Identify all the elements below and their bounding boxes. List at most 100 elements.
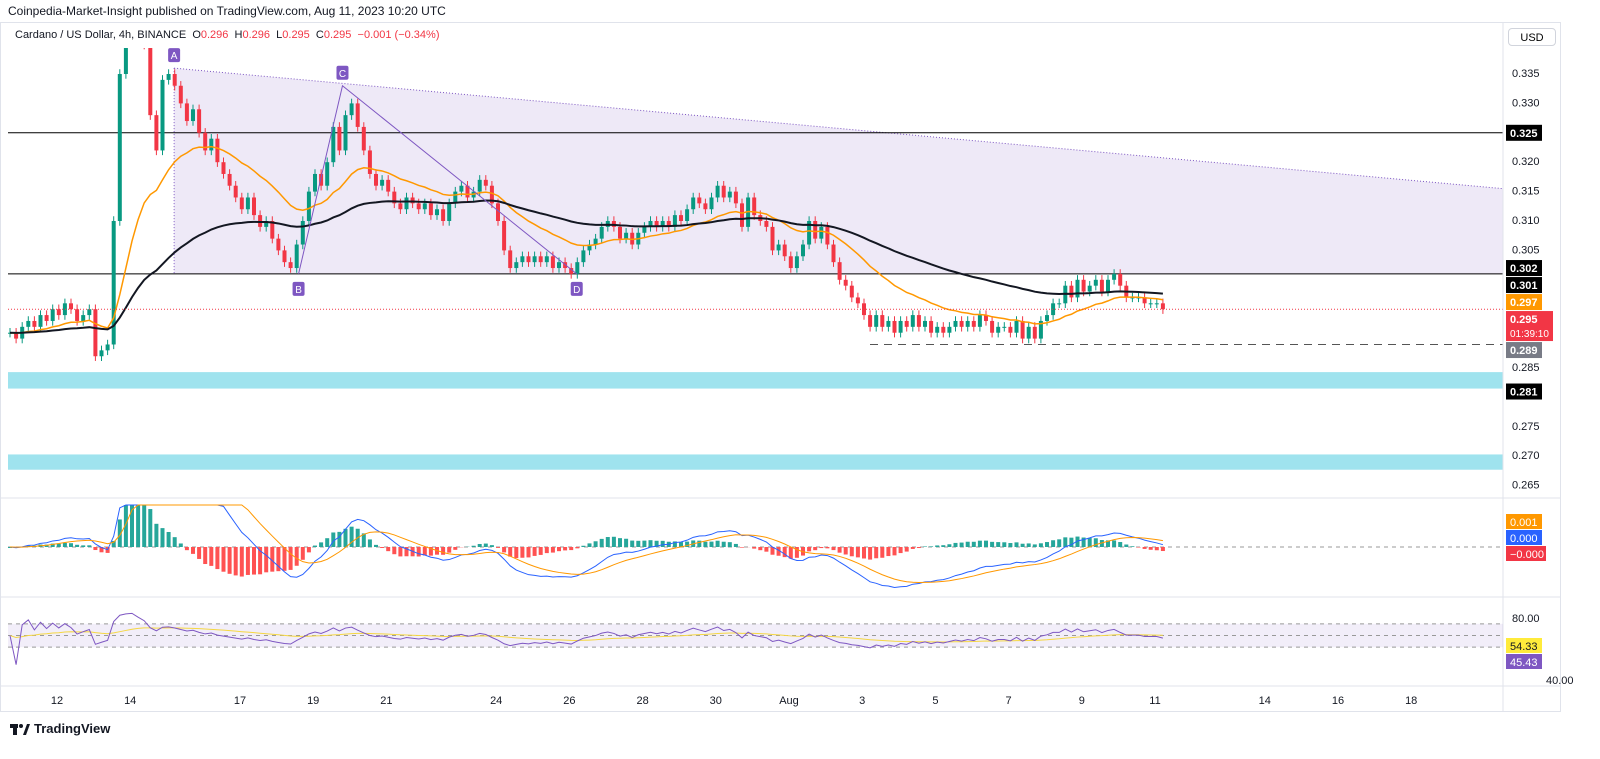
candle-body [1112,273,1117,280]
countdown-text: 01:39:10 [1510,329,1549,340]
macd-histogram-bar [276,547,281,572]
macd-histogram-bar [483,543,488,547]
macd-histogram-bar [117,519,122,547]
candle-body [770,226,775,251]
open-label: O [192,29,201,41]
macd-histogram-bar [929,546,934,547]
macd-histogram-bar [50,543,55,547]
candle-body [245,197,250,210]
candle-body [959,320,964,327]
rsi-ma-line [9,627,1163,643]
macd-histogram-bar [886,547,891,557]
price-label-text: 0.301 [1510,280,1538,292]
candle-body [532,256,537,263]
candle-body [697,197,702,204]
pattern-label-D: D [573,285,580,296]
candle-body [691,197,696,210]
macd-histogram-bar [1014,542,1019,547]
candle-body [849,285,854,298]
candle-body [380,179,385,186]
candle-body [361,126,366,151]
rsi-value-label [1506,638,1542,653]
macd-histogram-bar [166,531,171,547]
macd-histogram-bar [923,546,927,547]
rsi-value-label [1506,654,1542,669]
pattern-label-C: C [339,69,346,80]
candle-body [1099,279,1104,292]
time-tick: 19 [307,695,319,707]
rsi-value-text: 54.33 [1510,641,1538,653]
candle-body [75,309,80,321]
candle-body [453,191,458,204]
candle-body [38,315,43,327]
chart-frame [0,22,1561,712]
pattern-point-C [336,65,349,80]
candle-body [733,191,738,204]
candle-body [252,197,256,216]
macd-histogram-bar [331,532,336,547]
candle-body [642,226,647,233]
moving-average-line [9,199,1163,334]
price-label [1506,294,1542,311]
macd-histogram-bar [270,547,275,572]
candle-body [32,320,37,327]
pattern-point-A [168,48,181,63]
macd-histogram-bar [477,543,482,547]
candle-body [160,79,165,151]
candle-body [508,250,513,269]
candle-body [166,74,171,80]
macd-histogram-bar [221,547,226,572]
candle-body [544,256,549,263]
candle-body [87,309,92,316]
macd-histogram-bar [624,538,629,547]
macd-histogram-bar [294,547,299,566]
macd-value-text: 0.001 [1510,517,1538,529]
macd-histogram-bar [1130,546,1135,547]
low-label: L [276,29,283,41]
macd-histogram-bar [325,538,330,547]
macd-histogram-bar [1124,544,1129,547]
candle-body [441,209,446,221]
time-tick: 14 [124,695,136,707]
candle-body [1057,303,1062,305]
candle-body [276,238,281,251]
candle-body [575,262,580,274]
macd-value-label [1506,530,1542,545]
macd-histogram-bar [1112,540,1117,547]
macd-histogram-bar [343,528,348,547]
symbol-name[interactable]: Cardano / US Dollar, 4h, BINANCE [15,29,187,41]
macd-histogram-bar [416,547,421,557]
candle-body [465,185,470,198]
macd-histogram-bar [398,547,403,557]
candle-body [239,197,244,210]
price-tick: 0.335 [1512,68,1540,80]
candle-body [782,244,787,257]
time-tick: 12 [51,695,63,707]
candle-body [1008,326,1013,333]
candle-body [93,309,98,357]
candle-body [221,162,226,174]
currency-button[interactable]: USD [1508,28,1556,46]
macd-histogram-bar [593,541,598,547]
macd-histogram-bar [733,543,738,547]
candle-body [374,173,378,186]
macd-histogram-bar [447,547,452,553]
macd-histogram-bar [1160,547,1165,552]
price-label [1506,311,1553,342]
macd-histogram-bar [160,528,165,547]
macd-histogram-bar [953,542,958,547]
macd-histogram-bar [209,547,214,566]
macd-histogram-bar [136,505,141,547]
candle-body [715,185,720,198]
price-tick: 0.320 [1512,156,1540,168]
candle-body [709,197,714,210]
macd-histogram-bar [727,542,732,547]
macd-histogram-bar [947,544,952,547]
macd-histogram-bar [782,547,787,558]
macd-histogram-bar [520,547,525,558]
tradingview-logo[interactable]: TradingView [10,721,110,736]
close-label: C [315,29,324,41]
macd-histogram-bar [1154,547,1159,551]
candle-body [1014,320,1019,333]
